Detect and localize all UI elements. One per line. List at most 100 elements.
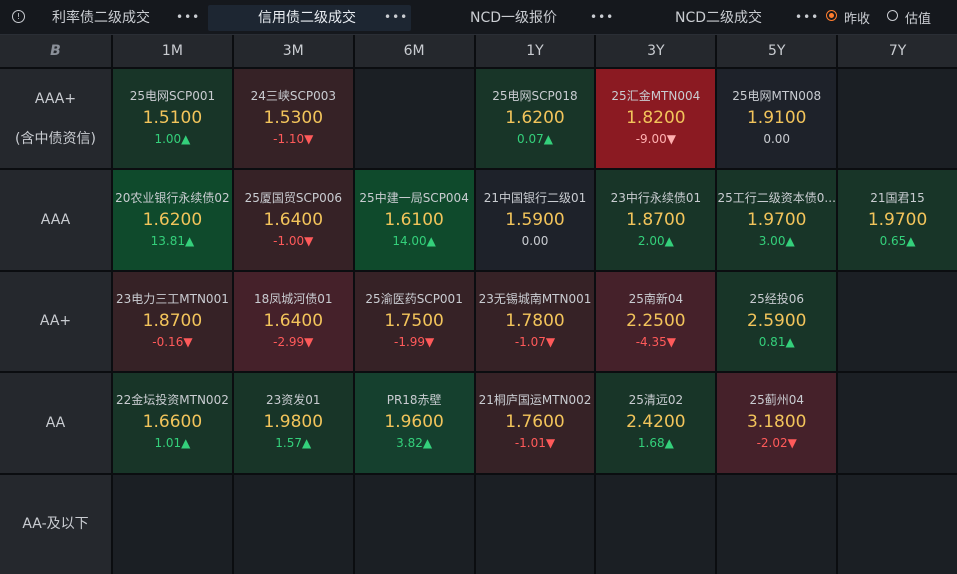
bond-yield: 1.8700: [142, 310, 203, 331]
bond-change: 0.00: [521, 233, 549, 248]
rating-tenor-matrix: B 1M 3M 6M 1Y 3Y 5Y 7Y AAA+ (含中债资信) 25电网SCP001 1.5…: [0, 35, 957, 574]
bond-name: 25厦国贸SCP006: [244, 190, 342, 205]
bond-cell[interactable]: 22金坛投资MTN002 1.6600 1.01▲: [113, 373, 232, 473]
bond-yield: 3.1800: [746, 412, 807, 433]
bond-yield: 1.7600: [505, 412, 565, 433]
radio-yesterday[interactable]: [826, 10, 837, 21]
bond-yield: 1.5900: [505, 209, 565, 230]
bond-change: -1.07▼: [514, 334, 556, 349]
bond-yield: 1.9600: [384, 412, 444, 433]
bond-cell[interactable]: 21桐庐国运MTN002 1.7600 -1.01▼: [475, 373, 595, 473]
top-tab-bar: ! 利率债二级成交 ••• 信用债二级成交 ••• NCD一级报价 ••• NC…: [0, 0, 957, 35]
info-icon[interactable]: !: [12, 10, 25, 23]
bond-cell[interactable]: 25电网SCP001 1.5100 1.00▲: [113, 69, 232, 169]
bond-cell[interactable]: PR18赤壁 1.9600 3.82▲: [354, 373, 474, 473]
bond-name: 21国君15: [870, 190, 925, 205]
row-header-line: AA+: [39, 313, 72, 330]
bond-change: -1.99▼: [393, 334, 435, 349]
empty-cell: [838, 373, 957, 473]
bond-yield: 1.7800: [505, 310, 565, 331]
bond-cell[interactable]: 25清远02 2.4200 1.68▲: [596, 373, 716, 473]
tab-label: NCD一级报价: [470, 10, 558, 26]
bond-cell[interactable]: 25汇金MTN004 1.8200 -9.00▼: [596, 69, 716, 169]
row-header-rating: AAA+ (含中债资信): [0, 69, 111, 169]
bond-change: 2.00▲: [637, 233, 674, 248]
row-header-rating: AAA: [0, 170, 111, 270]
empty-cell: [354, 474, 474, 574]
bond-change: 14.00▲: [392, 233, 436, 248]
bond-name: 25南新04: [628, 291, 684, 306]
more-icon[interactable]: •••: [590, 10, 615, 24]
bond-cell[interactable]: 24三峡SCP003 1.5300 -1.10▼: [233, 69, 353, 169]
more-icon[interactable]: •••: [176, 10, 201, 24]
bond-name: 25电网SCP001: [129, 89, 216, 104]
bond-name: 24三峡SCP003: [250, 89, 336, 104]
bond-yield: 1.6200: [142, 209, 203, 230]
tab-credit-secondary[interactable]: 信用债二级成交 •••: [208, 5, 411, 31]
empty-cell: [596, 474, 716, 574]
empty-cell: [233, 474, 353, 574]
empty-cell: [838, 271, 957, 372]
radio-estimate[interactable]: [887, 10, 898, 21]
bond-yield: 1.6200: [505, 108, 565, 129]
bond-yield: 1.9700: [746, 209, 807, 230]
bond-name: 21中国银行二级01: [483, 190, 587, 205]
bond-cell[interactable]: 25工行二级资本债0... 1.9700 3.00▲: [717, 170, 837, 270]
tab-rates-secondary[interactable]: 利率债二级成交 •••: [40, 5, 200, 31]
bond-cell[interactable]: 20农业银行永续债02 1.6200 13.81▲: [113, 170, 232, 270]
bond-cell[interactable]: 18凤城河债01 1.6400 -2.99▼: [233, 271, 353, 372]
radio-yesterday-label[interactable]: 昨收: [844, 12, 871, 27]
bond-cell[interactable]: 23电力三工MTN001 1.8700 -0.16▼: [113, 271, 232, 372]
bond-name: 21桐庐国运MTN002: [478, 393, 592, 408]
bond-yield: 1.8700: [626, 209, 686, 230]
bond-change: 0.81▲: [758, 334, 795, 349]
bond-cell[interactable]: 23资发01 1.9800 1.57▲: [233, 373, 353, 473]
bond-cell[interactable]: 21国君15 1.9700 0.65▲: [838, 170, 957, 270]
row-header-rating: AA+: [0, 271, 111, 372]
empty-cell: [475, 474, 595, 574]
bond-name: 25渝医药SCP001: [365, 291, 463, 306]
bond-cell[interactable]: 25厦国贸SCP006 1.6400 -1.00▼: [233, 170, 353, 270]
bond-yield: 2.4200: [626, 412, 686, 433]
row-header-line: AA: [45, 414, 66, 431]
bond-cell[interactable]: 25经投06 2.5900 0.81▲: [717, 271, 837, 372]
bond-yield: 1.9700: [867, 209, 928, 230]
bond-yield: 1.7500: [384, 310, 444, 331]
bond-yield: 1.8200: [626, 108, 686, 129]
bond-cell[interactable]: 23中行永续债01 1.8700 2.00▲: [596, 170, 716, 270]
more-icon[interactable]: •••: [795, 10, 820, 24]
tab-ncd-secondary[interactable]: NCD二级成交 •••: [620, 5, 818, 31]
bond-yield: 1.6400: [263, 209, 324, 230]
bond-cell[interactable]: 25南新04 2.2500 -4.35▼: [596, 271, 716, 372]
tab-label: 信用债二级成交: [258, 10, 356, 26]
bond-cell[interactable]: 25蓟州04 3.1800 -2.02▼: [717, 373, 837, 473]
bond-name: 25工行二级资本债0...: [717, 190, 836, 205]
row-header-rating: AA-及以下: [0, 474, 111, 574]
bond-yield: 1.6100: [384, 209, 444, 230]
price-basis-radio-group: 昨收 估值: [826, 0, 957, 34]
bond-name: 22金坛投资MTN002: [116, 393, 229, 408]
radio-estimate-label[interactable]: 估值: [905, 12, 932, 27]
bond-change: -1.10▼: [273, 132, 314, 147]
bond-name: 25汇金MTN004: [611, 89, 701, 104]
bond-cell[interactable]: 25中建一局SCP004 1.6100 14.00▲: [354, 170, 474, 270]
column-header-3m: 3M: [233, 35, 353, 67]
bond-cell[interactable]: 25电网MTN008 1.9100 0.00: [717, 69, 837, 169]
bond-change: -0.16▼: [152, 334, 193, 349]
more-icon[interactable]: •••: [384, 10, 409, 24]
empty-cell: [838, 69, 957, 169]
bond-cell[interactable]: 23无锡城南MTN001 1.7800 -1.07▼: [475, 271, 595, 372]
bond-cell[interactable]: 21中国银行二级01 1.5900 0.00: [475, 170, 595, 270]
row-header-line: AAA: [40, 212, 71, 229]
bond-change: -4.35▼: [635, 334, 676, 349]
bond-cell[interactable]: 25渝医药SCP001 1.7500 -1.99▼: [354, 271, 474, 372]
bond-cell[interactable]: 25电网SCP018 1.6200 0.07▲: [475, 69, 595, 169]
row-header-line: (含中债资信): [15, 130, 96, 147]
row-header-line: AA-及以下: [22, 516, 89, 533]
row-header-line: AAA+: [34, 90, 77, 107]
bond-change: 13.81▲: [150, 233, 195, 248]
bond-change: 0.07▲: [517, 132, 553, 147]
bond-yield: 2.5900: [746, 310, 807, 331]
bond-name: 25蓟州04: [749, 393, 804, 408]
tab-ncd-primary[interactable]: NCD一级报价 •••: [414, 5, 614, 31]
